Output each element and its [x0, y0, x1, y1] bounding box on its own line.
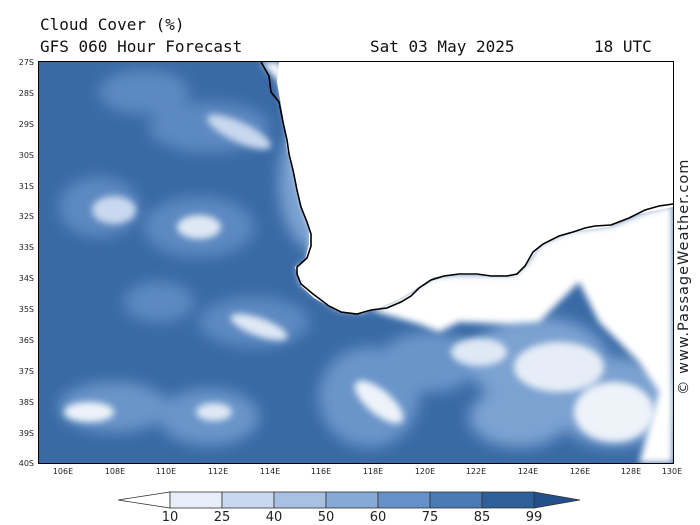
lon-label-122e: 122E — [465, 467, 487, 476]
credit-text: © www.PassageWeather.com — [676, 158, 692, 395]
lat-label-33s: 33S — [18, 243, 34, 252]
lat-label-30s: 30S — [18, 151, 34, 160]
map-canvas — [39, 62, 673, 463]
legend-label-99: 99 — [525, 510, 543, 525]
lon-label-118e: 118E — [362, 467, 384, 476]
legend-label-40: 40 — [265, 510, 283, 525]
forecast-time: 18 UTC — [594, 37, 652, 56]
lat-label-27s: 27S — [18, 58, 34, 67]
lat-label-36s: 36S — [18, 336, 34, 345]
lon-label-116e: 116E — [310, 467, 332, 476]
legend-label-10: 10 — [161, 510, 179, 525]
lon-label-106e: 106E — [52, 467, 74, 476]
lat-label-38s: 38S — [18, 398, 34, 407]
lon-label-108e: 108E — [104, 467, 126, 476]
legend-swatch-8 — [533, 491, 581, 509]
legend-swatch-7 — [481, 491, 535, 509]
lon-label-126e: 126E — [569, 467, 591, 476]
legend-label-85: 85 — [473, 510, 491, 525]
lon-label-130e: 130E — [661, 467, 683, 476]
forecast-subtitle: GFS 060 Hour Forecast — [40, 37, 243, 56]
lat-label-31s: 31S — [18, 182, 34, 191]
cloud-patches-bright — [64, 114, 667, 442]
legend-swatch-6 — [429, 491, 483, 509]
lat-label-32s: 32S — [18, 212, 34, 221]
coastline — [260, 62, 673, 315]
lat-label-29s: 29S — [18, 120, 34, 129]
legend-swatch-2 — [221, 491, 275, 509]
land-interior — [277, 62, 673, 314]
forecast-date: Sat 03 May 2025 — [370, 37, 515, 56]
cloud-cover-map — [38, 61, 674, 464]
lat-label-28s: 28S — [18, 89, 34, 98]
lat-label-40s: 40S — [18, 459, 34, 468]
legend-swatch-0 — [118, 491, 171, 509]
lon-label-124e: 124E — [517, 467, 539, 476]
lat-label-37s: 37S — [18, 367, 34, 376]
lon-label-128e: 128E — [620, 467, 642, 476]
lat-label-39s: 39S — [18, 429, 34, 438]
color-legend — [118, 491, 581, 509]
chart-title: Cloud Cover (%) — [40, 15, 185, 34]
lon-label-112e: 112E — [207, 467, 229, 476]
lat-label-34s: 34S — [18, 274, 34, 283]
lon-label-110e: 110E — [155, 467, 177, 476]
legend-label-60: 60 — [369, 510, 387, 525]
legend-swatch-3 — [273, 491, 327, 509]
legend-label-25: 25 — [213, 510, 231, 525]
lon-label-114e: 114E — [259, 467, 281, 476]
lon-label-120e: 120E — [414, 467, 436, 476]
legend-swatch-1 — [169, 491, 223, 509]
legend-swatch-4 — [325, 491, 379, 509]
legend-label-75: 75 — [421, 510, 439, 525]
legend-label-50: 50 — [317, 510, 335, 525]
land-mass-australia — [261, 62, 673, 463]
lat-label-35s: 35S — [18, 305, 34, 314]
legend-swatch-5 — [377, 491, 431, 509]
